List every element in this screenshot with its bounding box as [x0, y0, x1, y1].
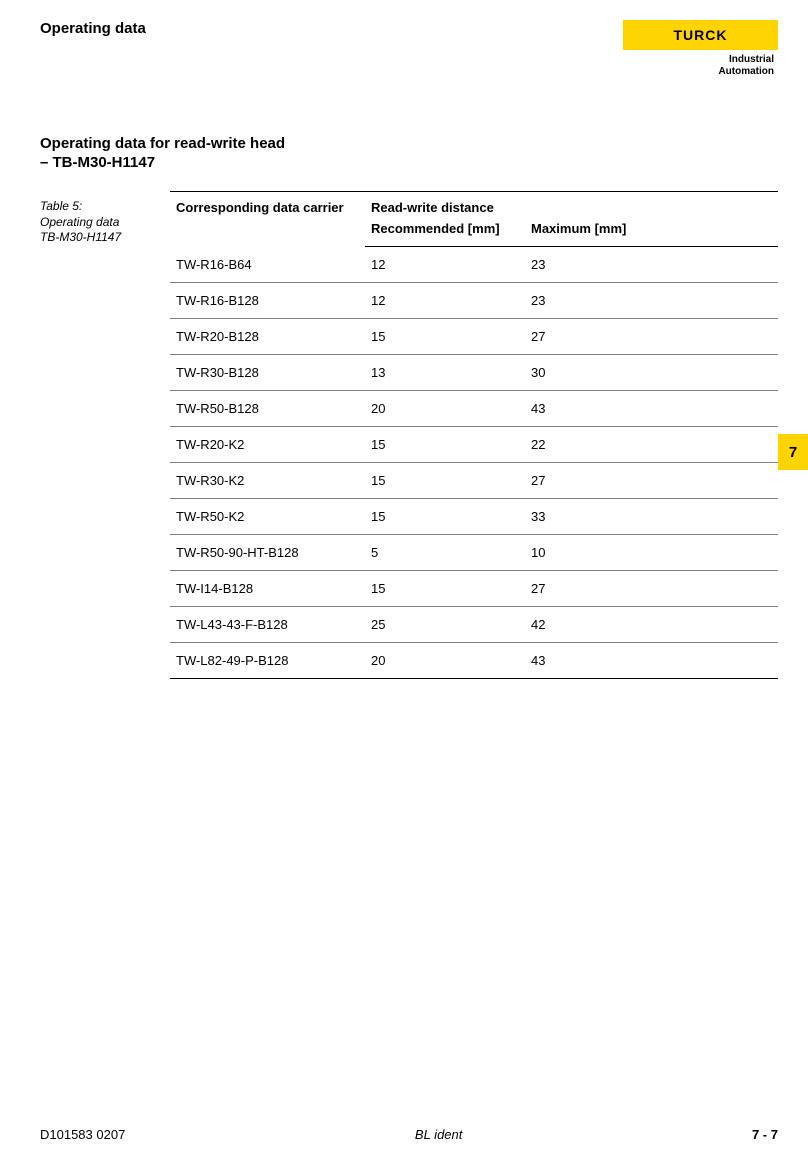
table-row: TW-R30-K21527 [170, 463, 778, 499]
logo-block: TURCK Industrial Automation [623, 20, 778, 78]
cell-carrier: TW-R20-B128 [170, 319, 365, 355]
table-body: TW-R16-B641223TW-R16-B1281223TW-R20-B128… [170, 247, 778, 679]
cell-recommended: 5 [365, 535, 525, 571]
table-caption: Table 5: Operating data TB-M30-H1147 [40, 199, 170, 246]
cell-carrier: TW-R20-K2 [170, 427, 365, 463]
table-row: TW-L43-43-F-B1282542 [170, 607, 778, 643]
cell-recommended: 15 [365, 427, 525, 463]
content-area: Table 5: Operating data TB-M30-H1147 Cor… [0, 191, 808, 679]
logo-sub-line2: Automation [718, 66, 774, 77]
section-title-block: Operating data for read-write head – TB-… [40, 133, 808, 171]
section-title: Operating data for read-write head [40, 133, 808, 154]
cell-maximum: 23 [525, 283, 778, 319]
page-header: Operating data TURCK Industrial Automati… [0, 0, 808, 78]
footer-product-name: BL ident [415, 1127, 462, 1142]
cell-recommended: 12 [365, 247, 525, 283]
caption-line3: TB-M30-H1147 [40, 230, 121, 244]
cell-recommended: 15 [365, 571, 525, 607]
header-title: Operating data [40, 20, 146, 37]
cell-maximum: 42 [525, 607, 778, 643]
cell-recommended: 20 [365, 391, 525, 427]
footer-page-number: 7 - 7 [752, 1127, 778, 1142]
cell-maximum: 43 [525, 391, 778, 427]
cell-carrier: TW-R16-B64 [170, 247, 365, 283]
logo-subtitle: Industrial Automation [718, 54, 778, 78]
section-subtitle: – TB-M30-H1147 [40, 154, 808, 171]
cell-carrier: TW-I14-B128 [170, 571, 365, 607]
table-header: Corresponding data carrier Read-write di… [170, 192, 778, 247]
chapter-tab: 7 [778, 434, 808, 470]
col-carrier-header: Corresponding data carrier [170, 192, 365, 247]
cell-carrier: TW-L43-43-F-B128 [170, 607, 365, 643]
table-row: TW-R50-K21533 [170, 499, 778, 535]
table-row: TW-R16-B1281223 [170, 283, 778, 319]
table-row: TW-R30-B1281330 [170, 355, 778, 391]
cell-carrier: TW-R30-K2 [170, 463, 365, 499]
cell-maximum: 27 [525, 319, 778, 355]
cell-recommended: 13 [365, 355, 525, 391]
table-row: TW-R20-K21522 [170, 427, 778, 463]
col-recommended-header: Recommended [mm] [365, 219, 525, 247]
cell-maximum: 27 [525, 571, 778, 607]
table-row: TW-R20-B1281527 [170, 319, 778, 355]
table-row: TW-R50-90-HT-B128510 [170, 535, 778, 571]
cell-recommended: 20 [365, 643, 525, 679]
cell-recommended: 25 [365, 607, 525, 643]
operating-data-table: Corresponding data carrier Read-write di… [170, 191, 778, 679]
table-row: TW-R16-B641223 [170, 247, 778, 283]
cell-maximum: 23 [525, 247, 778, 283]
cell-recommended: 15 [365, 463, 525, 499]
cell-maximum: 10 [525, 535, 778, 571]
cell-carrier: TW-L82-49-P-B128 [170, 643, 365, 679]
logo-sub-line1: Industrial [729, 54, 774, 65]
footer-doc-number: D101583 0207 [40, 1127, 125, 1142]
table-row: TW-L82-49-P-B1282043 [170, 643, 778, 679]
cell-carrier: TW-R50-K2 [170, 499, 365, 535]
col-maximum-header: Maximum [mm] [525, 219, 778, 247]
cell-maximum: 27 [525, 463, 778, 499]
cell-maximum: 43 [525, 643, 778, 679]
table-caption-column: Table 5: Operating data TB-M30-H1147 [40, 191, 170, 679]
cell-maximum: 33 [525, 499, 778, 535]
cell-recommended: 15 [365, 319, 525, 355]
caption-line1: Table 5: [40, 199, 82, 213]
cell-carrier: TW-R30-B128 [170, 355, 365, 391]
cell-recommended: 15 [365, 499, 525, 535]
cell-carrier: TW-R50-B128 [170, 391, 365, 427]
cell-maximum: 30 [525, 355, 778, 391]
cell-recommended: 12 [365, 283, 525, 319]
cell-carrier: TW-R50-90-HT-B128 [170, 535, 365, 571]
page-footer: D101583 0207 BL ident 7 - 7 [40, 1127, 778, 1142]
caption-line2: Operating data [40, 215, 119, 229]
turck-logo-icon: TURCK [623, 20, 778, 50]
table-row: TW-I14-B1281527 [170, 571, 778, 607]
cell-maximum: 22 [525, 427, 778, 463]
cell-carrier: TW-R16-B128 [170, 283, 365, 319]
table-row: TW-R50-B1282043 [170, 391, 778, 427]
col-distance-header: Read-write distance [365, 192, 778, 220]
